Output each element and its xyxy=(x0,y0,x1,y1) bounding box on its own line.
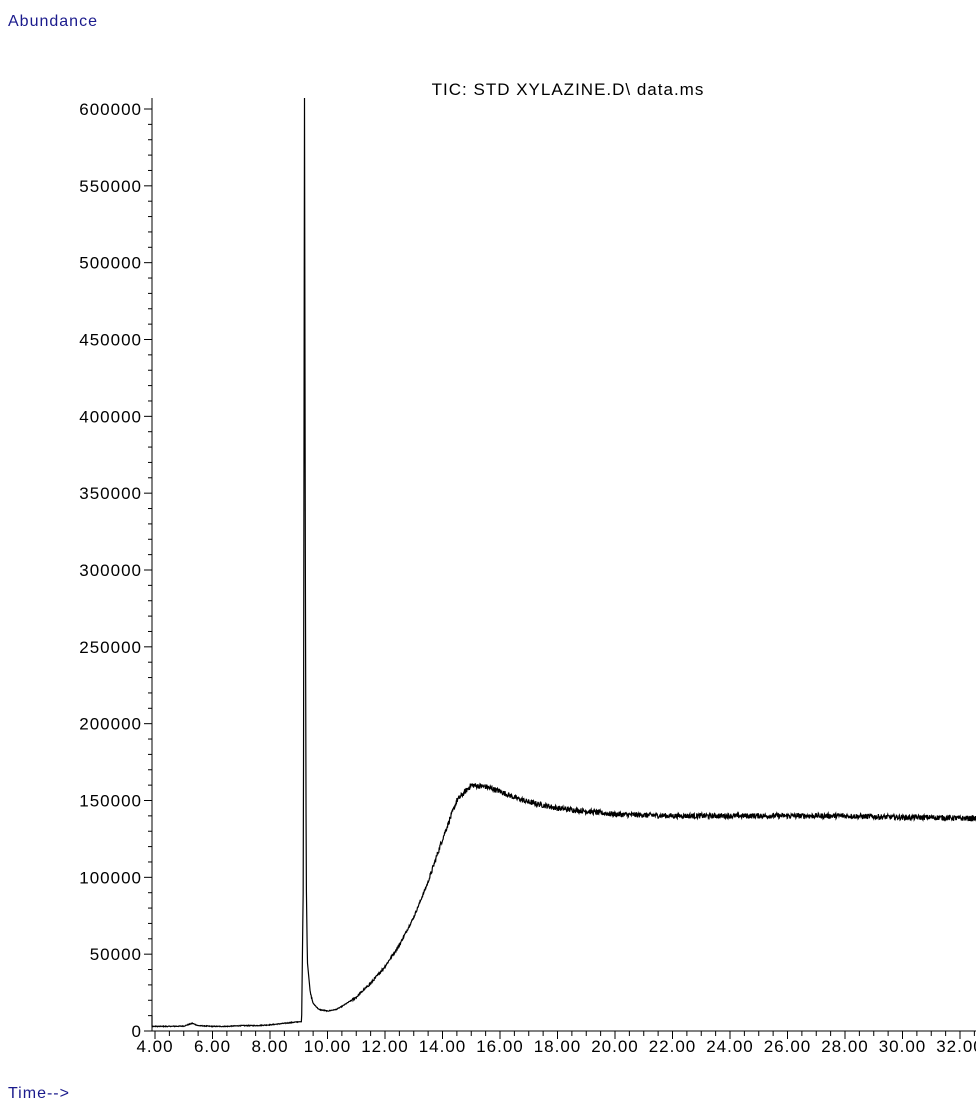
x-tick-label: 4.00 xyxy=(136,1037,173,1056)
x-tick-label: 18.00 xyxy=(534,1037,582,1056)
x-tick-label: 20.00 xyxy=(591,1037,639,1056)
y-tick-label: 350000 xyxy=(79,484,142,503)
x-tick-label: 24.00 xyxy=(706,1037,754,1056)
x-tick-label: 30.00 xyxy=(879,1037,927,1056)
y-axis-ticks: 0 50000 100000 150000 200000 250000 300000 3500… xyxy=(79,100,152,1041)
y-tick-label: 500000 xyxy=(79,254,142,273)
y-tick-label: 150000 xyxy=(79,792,142,811)
chart-title: TIC: STD XYLAZINE.D\ data.ms xyxy=(432,80,705,99)
y-axis-label: Abundance xyxy=(8,13,98,30)
y-tick-label: 100000 xyxy=(79,868,142,887)
y-tick-label: 450000 xyxy=(79,331,142,350)
y-tick-label: 400000 xyxy=(79,407,142,426)
y-tick-label: 300000 xyxy=(79,561,142,580)
x-tick-label: 16.00 xyxy=(476,1037,524,1056)
x-tick-label: 10.00 xyxy=(304,1037,352,1056)
y-tick-label: 50000 xyxy=(90,945,142,964)
tic-trace xyxy=(151,97,976,1028)
y-tick-label: 200000 xyxy=(79,715,142,734)
x-tick-label: 22.00 xyxy=(649,1037,697,1056)
x-tick-label: 12.00 xyxy=(361,1037,409,1056)
y-tick-label: 600000 xyxy=(79,100,142,119)
x-tick-label: 28.00 xyxy=(821,1037,869,1056)
y-tick-label: 550000 xyxy=(79,177,142,196)
x-axis-ticks: 4.00 6.00 8.00 10.00 12.00 14.00 16.00 18.00 20.… xyxy=(136,1031,976,1056)
x-tick-label: 26.00 xyxy=(764,1037,812,1056)
y-tick-label: 0 xyxy=(132,1022,142,1041)
x-tick-label: 8.00 xyxy=(251,1037,288,1056)
x-tick-label: 6.00 xyxy=(194,1037,231,1056)
x-tick-label: 32.00 xyxy=(936,1037,976,1056)
x-tick-label: 14.00 xyxy=(419,1037,467,1056)
y-tick-label: 250000 xyxy=(79,638,142,657)
x-axis-label: Time--> xyxy=(8,1085,70,1102)
